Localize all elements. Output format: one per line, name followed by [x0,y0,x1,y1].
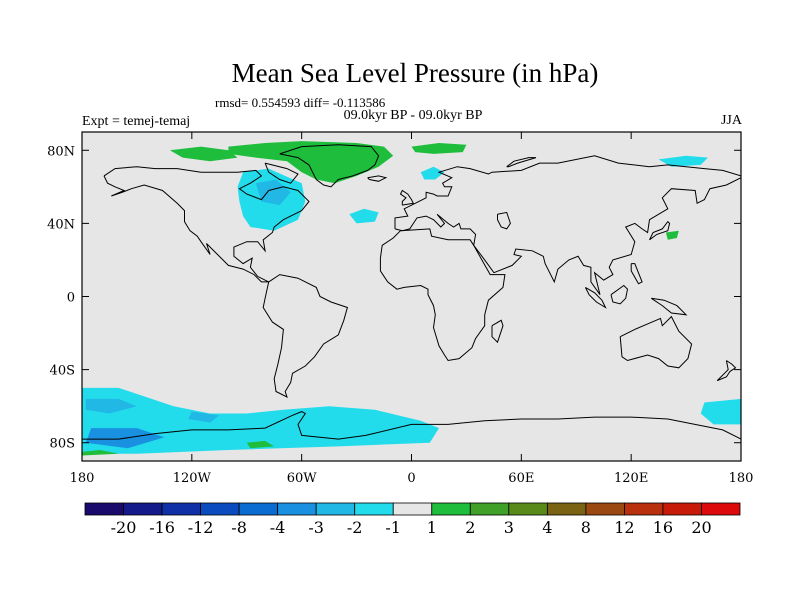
coastline-madagascar [491,319,504,344]
coastline-baffin-island [264,162,299,184]
y-tick-label: 0 [67,291,75,306]
coastline-antarctica [82,411,741,440]
anomaly-region-antarctic-green-2 [246,440,275,449]
colorbar-swatch [161,502,201,516]
colorbar-swatch [238,502,279,516]
experiment-label: Expt = temej-temaj [82,114,190,129]
colorbar-label: 4 [542,518,552,537]
coastline-borneo [610,284,629,305]
x-tick-label: 60E [508,471,534,486]
colorbar: -20 -16 -12 -8 -4 -3 -2 -1 1 2 3 4 8 12 16 20 [84,502,741,537]
x-tick-label: 0 [407,471,415,486]
map-area [81,131,742,462]
colorbar-label: 12 [614,518,634,537]
coastline-iceland [367,175,388,182]
colorbar-swatch [585,502,625,516]
colorbar-swatch [624,502,664,516]
anomaly-region-antarctic-green [82,450,119,456]
colorbar-label: -1 [385,518,401,537]
season-label: JJA [721,113,743,128]
colorbar-label: -16 [149,518,175,537]
colorbar-swatch [123,502,163,516]
anomaly-region-atlantic-cyan-blob [349,208,379,224]
colorbar-swatch [354,502,394,516]
coastline-caspian-sea [497,211,511,230]
figure-title: Mean Sea Level Pressure (in hPa) [232,58,599,88]
y-tick-label: 80S [50,437,75,452]
colorbar-swatch [662,502,702,516]
coastline-layer [82,144,741,440]
x-tick-label: 180 [70,471,95,486]
colorbar-label: -4 [270,518,286,537]
colorbar-swatch [469,502,510,516]
y-tick-label: 40N [47,217,75,232]
y-axis: 80N 40N 0 40S 80S [47,144,741,452]
colorbar-swatch [315,502,356,516]
y-tick-label: 40S [50,364,75,379]
anomaly-region-scandinavia-cyan [420,166,445,180]
coastline-new-zealand [716,360,737,382]
colorbar-label: 16 [653,518,673,537]
colorbar-swatch [508,502,548,516]
anomaly-region-pacific-sector-cyan [700,398,741,425]
coastline-africa [379,228,506,362]
coastline-new-guinea [651,297,688,316]
colorbar-label: 8 [581,518,591,537]
colorbar-swatch [546,502,587,516]
anomaly-region-southern-ocean-blue-1 [85,398,137,414]
x-tick-label: 180 [729,471,754,486]
colorbar-label: -12 [188,518,214,537]
colorbar-label: 3 [504,518,514,537]
anomaly-region-japan-green [665,230,679,240]
colorbar-swatch [392,502,433,516]
colorbar-swatch [431,502,471,516]
coastline-north-america [103,166,310,283]
y-tick-label: 80N [47,144,75,159]
colorbar-label: -20 [111,518,137,537]
colorbar-swatch [701,502,741,516]
colorbar-label: 1 [427,518,437,537]
coastline-uk [399,189,415,206]
anomaly-region-svalbard-green [411,143,467,154]
coastline-sumatra [584,286,607,309]
anomaly-region-siberia-cyan [658,155,708,167]
coastline-eurasia [394,155,741,295]
coastline-south-america [262,274,349,398]
x-tick-label: 120W [173,471,212,486]
stats-label: rmsd= 0.554593 diff= -0.113586 [215,95,386,110]
coastline-philippines [630,263,643,285]
colorbar-label: -2 [347,518,363,537]
map-background [82,132,741,461]
coastline-greenland [279,144,380,188]
colorbar-label: 20 [691,518,711,537]
colorbar-label: -3 [308,518,324,537]
colorbar-swatch [277,502,317,516]
coastline-australia [619,315,693,369]
colorbar-label: 2 [465,518,475,537]
anomaly-region-labrador-inner-blue [255,179,291,206]
anomaly-region-arctic-canada-green [169,146,238,162]
colorbar-swatch [84,502,124,516]
x-tick-label: 120E [614,471,648,486]
period-label: 09.0kyr BP - 09.0kyr BP [344,108,483,123]
colorbar-label: -8 [231,518,247,537]
anomaly-region-southern-ocean-blue-2 [188,411,220,423]
anomaly-region-greenland-green [228,141,394,184]
colorbar-swatch [200,502,240,516]
x-tick-label: 60W [287,471,318,486]
coastline-japan [649,220,671,241]
coastline-novaya-zemlya [506,157,537,168]
x-axis: 180 120W 60W 0 60E 120E 180 [70,132,754,486]
